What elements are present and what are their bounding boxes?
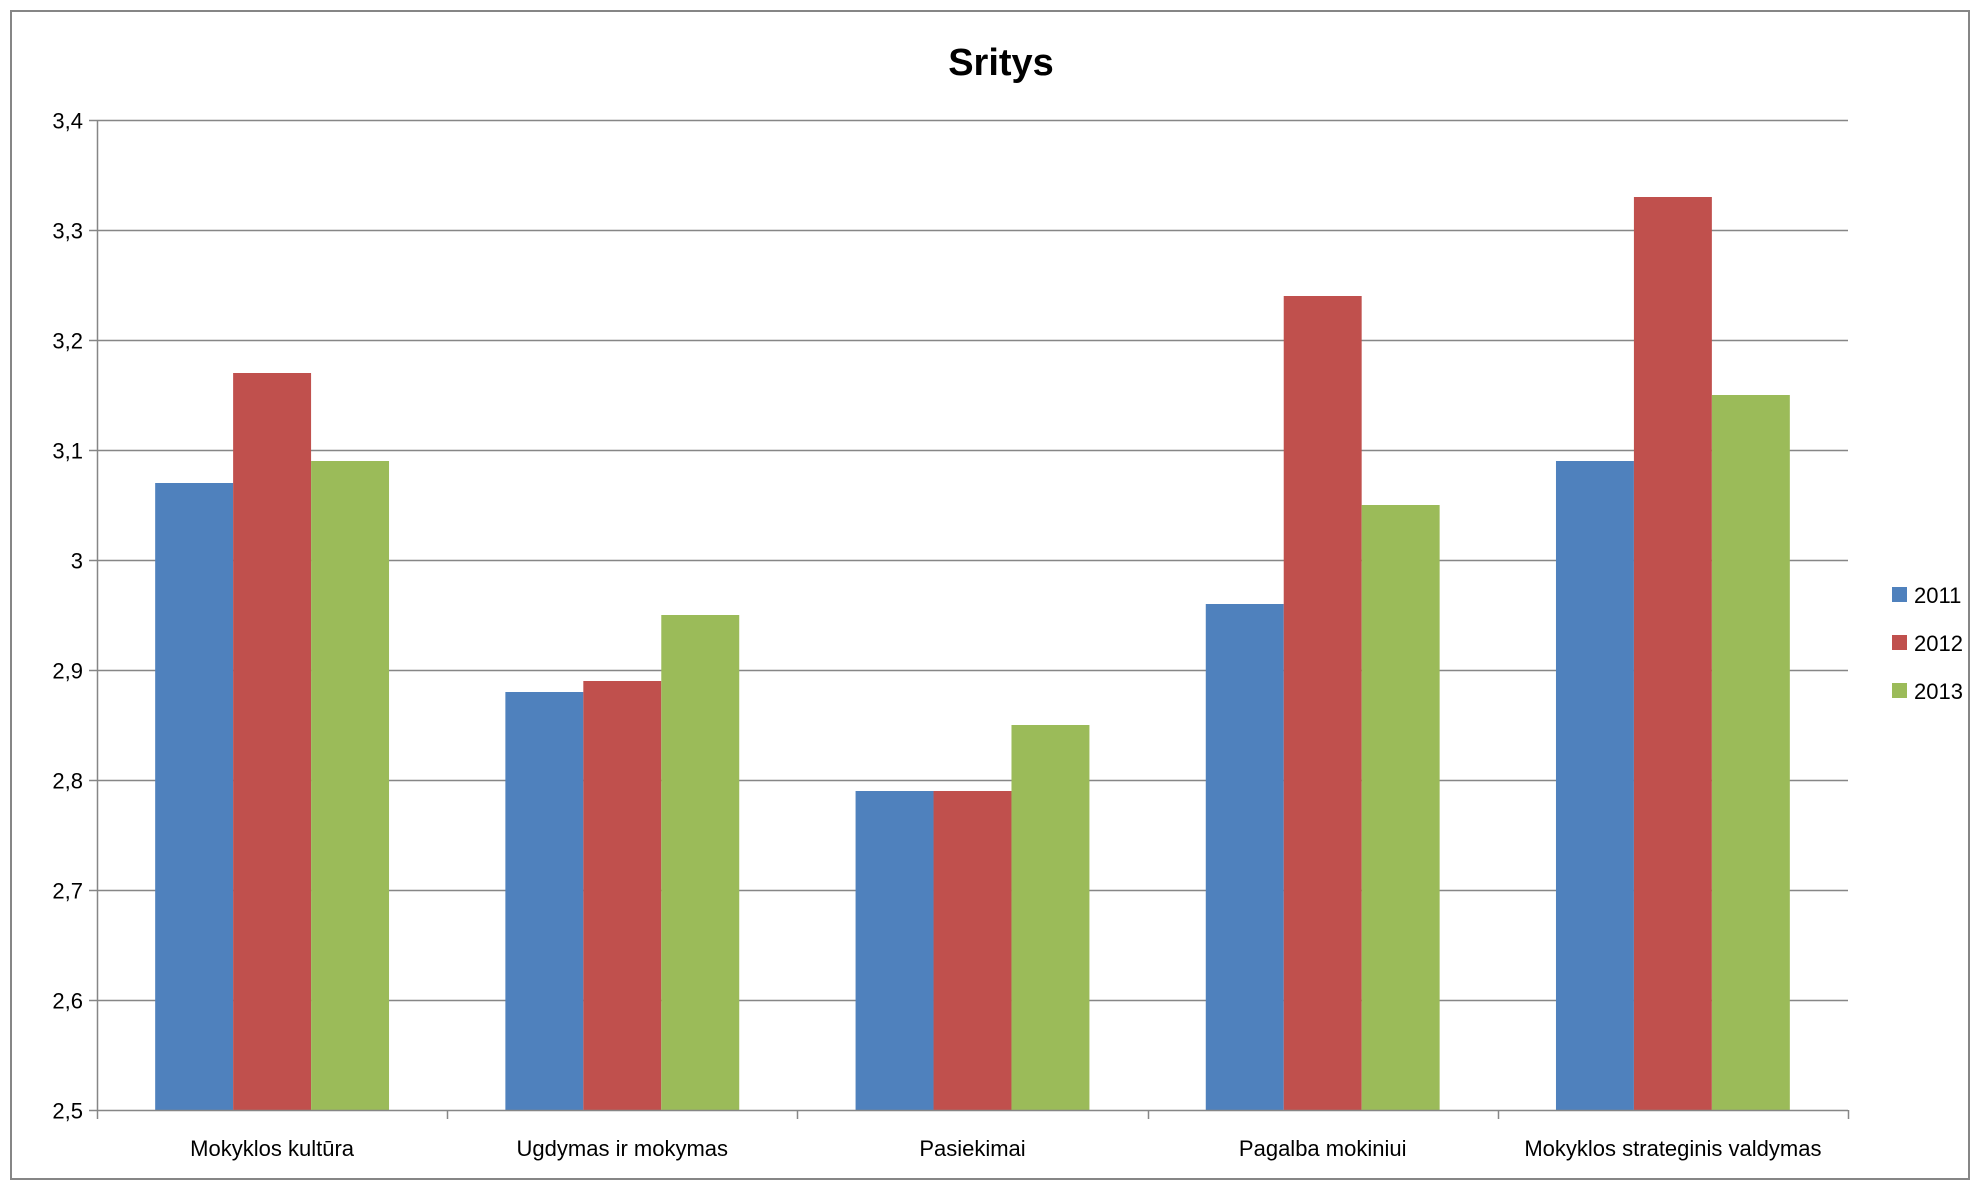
y-tick-label: 3,1: [52, 439, 83, 464]
bar-2012: [1283, 296, 1362, 1110]
bar-2013: [1011, 725, 1090, 1110]
bar-2011: [1205, 604, 1284, 1110]
legend: 2011 2012 2013: [1892, 583, 1963, 704]
y-tick-label: 3,4: [52, 109, 83, 134]
y-tick-label: 3,2: [52, 329, 83, 354]
bar-2012: [583, 681, 662, 1110]
legend-swatch-2012: [1892, 635, 1907, 650]
bar-2013: [311, 461, 390, 1110]
bar-2012: [1633, 197, 1712, 1110]
axes: 2,5 2,6 2,7 2,8 2,9 3 3,1 3,2 3,3 3,4 Mokyklos kul…: [52, 109, 1850, 1161]
x-tick-label: Mokyklos kultūra: [190, 1136, 355, 1161]
bar-2011: [155, 483, 234, 1110]
y-tick-label: 3: [71, 549, 83, 574]
y-tick-label: 2,6: [52, 989, 83, 1014]
chart-title: Sritys: [948, 42, 1054, 84]
legend-label-2013: 2013: [1914, 679, 1963, 704]
bar-2013: [1711, 395, 1790, 1110]
bar-2011: [505, 692, 584, 1110]
bar-2012: [233, 373, 312, 1110]
bar-2011: [855, 791, 934, 1110]
y-tick-label: 2,5: [52, 1099, 83, 1124]
x-tick-label: Pagalba mokiniui: [1239, 1136, 1407, 1161]
x-tick-label: Mokyklos strateginis valdymas: [1524, 1136, 1821, 1161]
bar-2011: [1555, 461, 1634, 1110]
y-tick-label: 2,9: [52, 659, 83, 684]
y-tick-label: 2,7: [52, 879, 83, 904]
x-tick-label: Ugdymas ir mokymas: [517, 1136, 728, 1161]
legend-swatch-2013: [1892, 683, 1907, 698]
y-tick-label: 3,3: [52, 219, 83, 244]
y-tick-label: 2,8: [52, 769, 83, 794]
x-tick-label: Pasiekimai: [919, 1136, 1025, 1161]
legend-swatch-2011: [1892, 587, 1907, 602]
bars: [155, 197, 1790, 1110]
bar-2013: [1361, 505, 1440, 1110]
legend-label-2011: 2011: [1914, 583, 1961, 608]
bar-2012: [933, 791, 1012, 1110]
bar-2013: [661, 615, 740, 1110]
legend-label-2012: 2012: [1914, 631, 1963, 656]
